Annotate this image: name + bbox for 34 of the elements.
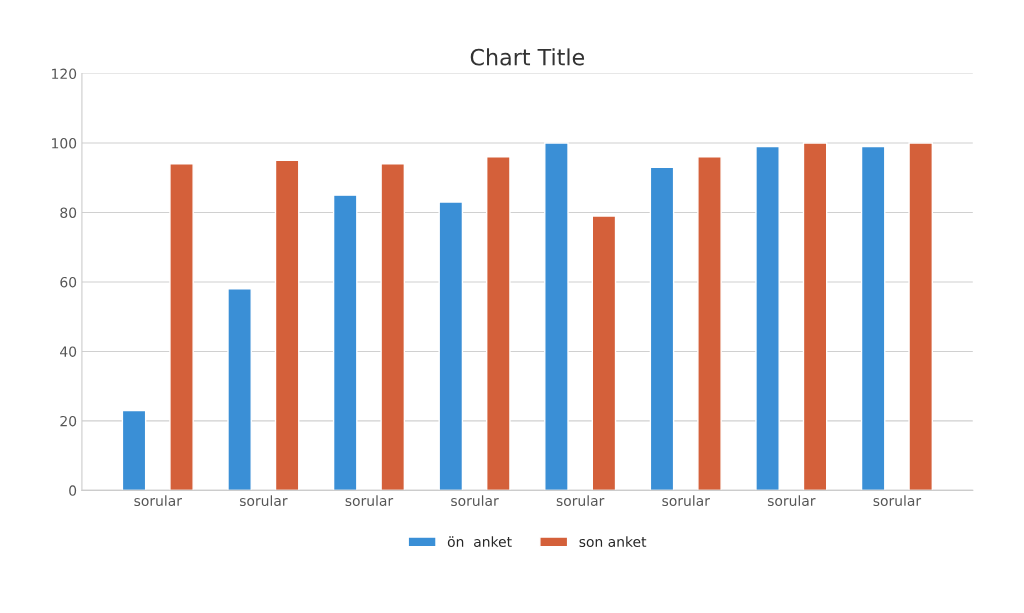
legend-label: ön anket bbox=[447, 536, 512, 547]
y-tick-label: 100 bbox=[52, 138, 77, 149]
bar bbox=[802, 142, 828, 491]
bar bbox=[591, 215, 617, 491]
legend-label: son anket bbox=[579, 536, 647, 547]
bar bbox=[908, 142, 934, 491]
y-tick-label: 40 bbox=[60, 346, 77, 357]
bar bbox=[649, 166, 675, 491]
bar bbox=[227, 288, 252, 491]
x-tick-label: sorular bbox=[662, 495, 710, 507]
bar bbox=[860, 145, 886, 491]
bar bbox=[121, 409, 147, 491]
y-tick-label: 0 bbox=[69, 485, 77, 496]
y-tick-label: 80 bbox=[60, 207, 77, 218]
bar bbox=[438, 201, 464, 491]
chart-title: Chart Title bbox=[470, 48, 585, 66]
bar bbox=[332, 194, 358, 491]
x-tick-label: sorular bbox=[556, 495, 605, 507]
x-tick-label: sorular bbox=[873, 495, 922, 507]
bar bbox=[544, 142, 569, 491]
bar bbox=[755, 145, 780, 491]
y-tick-label: 120 bbox=[52, 68, 77, 80]
x-tick-label: sorular bbox=[767, 495, 816, 507]
bar bbox=[486, 156, 511, 491]
y-tick-label: 60 bbox=[60, 276, 77, 288]
bar bbox=[169, 163, 194, 491]
bar bbox=[274, 159, 300, 491]
x-tick-label: sorular bbox=[451, 495, 499, 507]
bar bbox=[697, 156, 722, 491]
x-tick-label: sorular bbox=[134, 495, 182, 507]
y-tick-label: 20 bbox=[60, 415, 77, 427]
x-tick-label: sorular bbox=[239, 495, 288, 507]
bar bbox=[380, 163, 406, 491]
x-tick-label: sorular bbox=[345, 495, 394, 507]
